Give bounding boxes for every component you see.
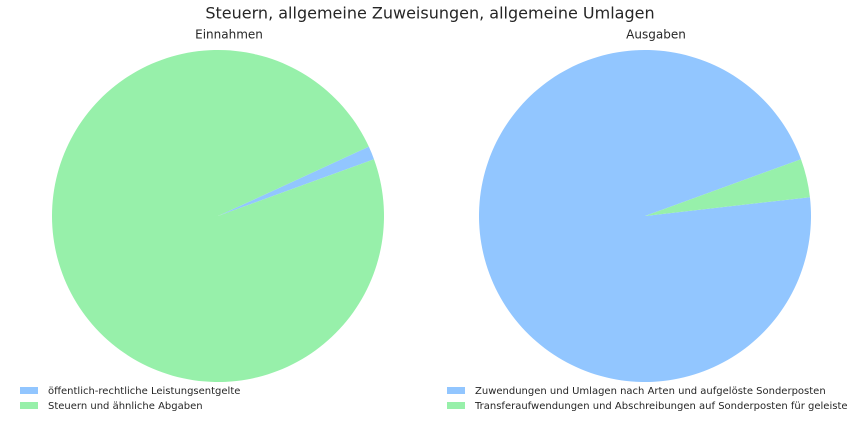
legend-label: Zuwendungen und Umlagen nach Arten und a… [475, 386, 826, 397]
chart-title: Ausgaben [626, 28, 686, 42]
legend-swatch [447, 402, 465, 409]
pie-slice [52, 50, 385, 383]
legend-swatch [20, 387, 38, 394]
pie-slice [645, 159, 810, 216]
legend-label: Transferaufwendungen und Abschreibungen … [474, 401, 848, 412]
pie-slice [218, 146, 374, 216]
legend-label: öffentlich-rechtliche Leistungsentgelte [48, 386, 240, 397]
legend-label: Steuern und ähnliche Abgaben [48, 401, 203, 412]
figure-title: Steuern, allgemeine Zuweisungen, allgeme… [205, 4, 654, 23]
legend-swatch [447, 387, 465, 394]
legend-swatch [20, 402, 38, 409]
chart-title: Einnahmen [195, 28, 263, 42]
